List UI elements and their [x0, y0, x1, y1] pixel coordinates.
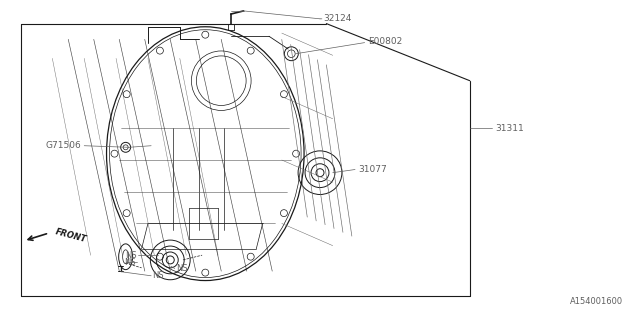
Text: 31311: 31311 [495, 124, 524, 133]
Text: G71506: G71506 [46, 141, 82, 150]
Text: A154001600: A154001600 [570, 297, 623, 306]
Text: NS: NS [125, 251, 137, 260]
Text: FRONT: FRONT [54, 227, 88, 244]
Text: NS: NS [152, 271, 164, 280]
Text: E00802: E00802 [368, 37, 402, 46]
Text: NS: NS [176, 264, 188, 273]
Text: NS: NS [124, 258, 136, 267]
Text: 32124: 32124 [323, 14, 351, 23]
Text: 31077: 31077 [358, 165, 387, 174]
